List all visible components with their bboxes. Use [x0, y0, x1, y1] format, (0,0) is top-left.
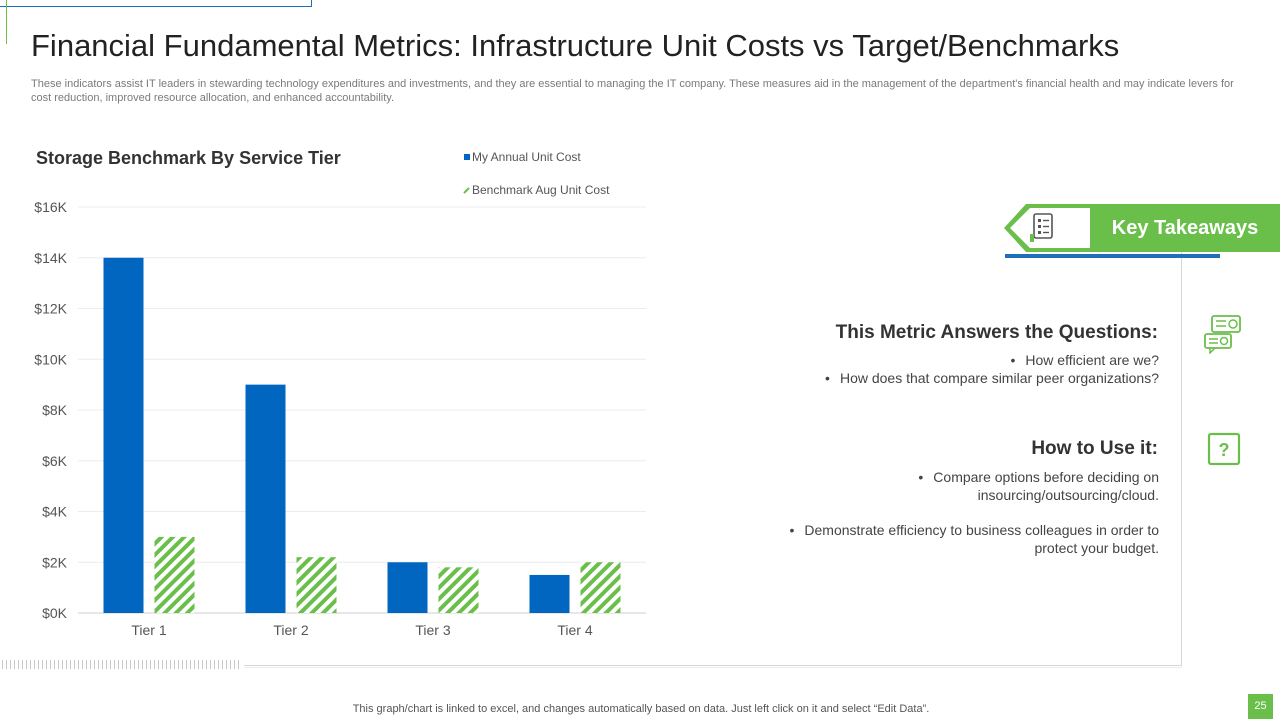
y-tick-label: $0K	[42, 605, 68, 621]
bar-chart[interactable]: Storage Benchmark By Service Tier My Ann…	[0, 130, 660, 650]
y-tick-label: $12K	[34, 301, 67, 317]
question-text: How efficient are we?	[1025, 352, 1159, 368]
panel-frame-bottom	[244, 665, 1182, 666]
x-tick-label: Tier 4	[557, 622, 592, 638]
bar-benchmark-unit-cost	[580, 562, 621, 613]
page-number: 25	[1248, 694, 1273, 719]
y-tick-label: $4K	[42, 504, 68, 520]
chart-legend: My Annual Unit Cost Benchmark Aug Unit Co…	[463, 150, 610, 197]
y-tick-label: $6K	[42, 453, 68, 469]
use-text-line: Compare options before deciding on	[933, 469, 1159, 485]
page-subtitle: These indicators assist IT leaders in st…	[31, 78, 1234, 104]
decorative-stripe	[2, 660, 242, 669]
use-text-line: Demonstrate efficiency to business colle…	[804, 522, 1159, 538]
legend-label: My Annual Unit Cost	[472, 150, 581, 164]
list-item: • Compare options before deciding on	[918, 469, 1159, 485]
y-tick-label: $2K	[42, 554, 68, 570]
bar-my-annual-unit-cost	[103, 257, 144, 613]
legend-label: Benchmark Aug Unit Cost	[472, 183, 610, 197]
key-takeaways-underline	[1005, 254, 1220, 258]
chart-bars	[103, 257, 621, 613]
bar-benchmark-unit-cost	[296, 557, 337, 613]
panel-frame-bottom-shadow	[244, 667, 1182, 668]
list-item: • How does that compare similar peer orga…	[825, 370, 1159, 386]
bar-benchmark-unit-cost	[154, 536, 195, 613]
page-title: Financial Fundamental Metrics: Infrastru…	[31, 28, 1120, 63]
question-box-icon: ?	[1207, 432, 1241, 466]
use-text-line: insourcing/outsourcing/cloud.	[977, 487, 1159, 503]
legend-swatch	[463, 187, 470, 194]
bar-my-annual-unit-cost	[529, 574, 570, 613]
legend-swatch	[464, 154, 470, 160]
questions-list: • How efficient are we? • How does that co…	[739, 351, 1159, 387]
corner-tick	[311, 0, 312, 7]
key-takeaways-label: Key Takeaways	[1111, 217, 1259, 239]
bar-my-annual-unit-cost	[245, 384, 286, 613]
use-heading: How to Use it:	[1031, 438, 1158, 459]
bar-benchmark-unit-cost	[438, 567, 479, 613]
bar-my-annual-unit-cost	[387, 562, 428, 613]
use-text-line: protect your budget.	[1034, 540, 1159, 556]
x-tick-label: Tier 3	[415, 622, 450, 638]
footer-note: This graph/chart is linked to excel, and…	[352, 703, 930, 715]
x-tick-label: Tier 1	[131, 622, 166, 638]
use-list-1: • Compare options before deciding on inso…	[739, 468, 1159, 504]
list-item-continuation: insourcing/outsourcing/cloud.	[739, 486, 1159, 504]
corner-line-vertical	[6, 0, 7, 44]
list-item: • Demonstrate efficiency to business coll…	[789, 522, 1159, 538]
questions-heading: This Metric Answers the Questions:	[835, 322, 1158, 343]
question-text: How does that compare similar peer organ…	[839, 370, 1159, 386]
y-tick-label: $10K	[34, 351, 67, 367]
list-item-continuation: protect your budget.	[719, 539, 1159, 557]
panel-frame-right	[1181, 250, 1182, 666]
checklist-document-icon	[1030, 213, 1053, 242]
y-tick-label: $8K	[42, 402, 68, 418]
svg-text:?: ?	[1219, 440, 1230, 460]
y-axis-ticks: $0K $2K $4K $6K $8K $10K $12K $14K $16K	[34, 199, 67, 621]
x-axis-ticks: Tier 1 Tier 2 Tier 3 Tier 4	[131, 622, 592, 638]
list-item: • How efficient are we?	[1010, 352, 1160, 368]
x-tick-label: Tier 2	[273, 622, 308, 638]
y-tick-label: $16K	[34, 199, 67, 215]
chart-title: Storage Benchmark By Service Tier	[36, 148, 341, 168]
y-tick-label: $14K	[34, 250, 67, 266]
chat-bubbles-icon	[1204, 315, 1241, 354]
corner-line-horizontal	[0, 6, 312, 7]
use-list-2: • Demonstrate efficiency to business coll…	[719, 521, 1159, 557]
